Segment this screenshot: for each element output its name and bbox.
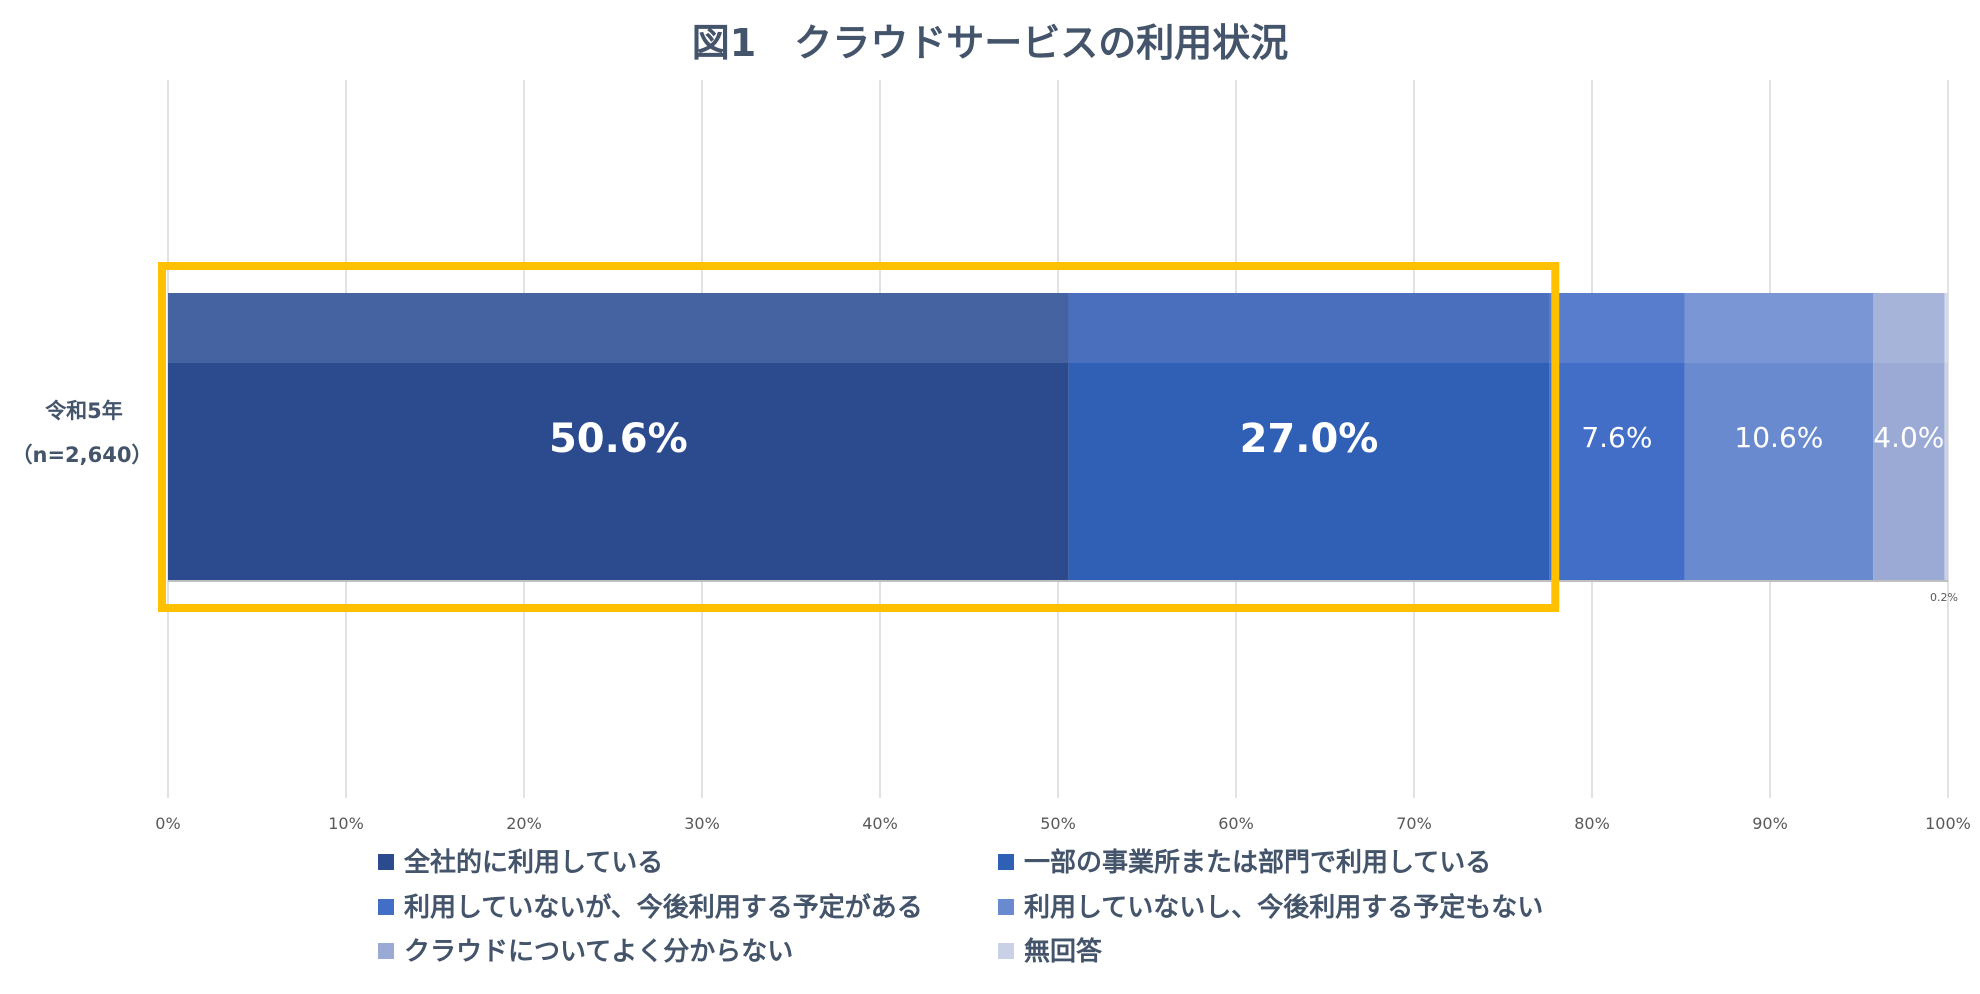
legend-label: 利用していないが、今後利用する予定がある xyxy=(404,892,923,923)
legend-swatch xyxy=(998,899,1014,915)
data-label: 10.6% xyxy=(1734,421,1823,454)
bar-segment-highlight xyxy=(1873,293,1945,363)
legend-swatch xyxy=(378,943,394,959)
data-label: 0.2% xyxy=(1930,591,1958,604)
x-tick-label: 30% xyxy=(684,814,720,833)
highlight-box xyxy=(158,262,1560,612)
data-label: 27.0% xyxy=(1240,416,1379,462)
bar-segment-highlight xyxy=(1684,293,1874,363)
legend-label: 無回答 xyxy=(1024,936,1103,967)
x-tick-label: 60% xyxy=(1218,814,1254,833)
bar-segment xyxy=(1944,293,1948,581)
category-label-line1: 令和5年 xyxy=(45,399,123,423)
x-tick-label: 90% xyxy=(1752,814,1788,833)
legend-label: クラウドについてよく分からない xyxy=(404,937,793,967)
x-tick-label: 0% xyxy=(155,814,180,833)
highlight-frame xyxy=(158,262,1560,612)
data-label: 4.0% xyxy=(1873,421,1944,454)
x-axis-ticks: 0% 10% 20% 30% 40% 50% 60% 70% 80% 90% 100% xyxy=(155,814,1971,833)
x-tick-label: 70% xyxy=(1396,814,1432,833)
x-tick-label: 40% xyxy=(862,814,898,833)
legend-label: 利用していないし、今後利用する予定もない xyxy=(1024,892,1543,923)
legend-swatch xyxy=(998,854,1014,870)
legend-swatch xyxy=(998,943,1014,959)
x-tick-label: 20% xyxy=(506,814,542,833)
bar-segment-highlight xyxy=(1944,293,1948,363)
x-tick-label: 10% xyxy=(328,814,364,833)
legend: 全社的に利用している 一部の事業所または部門で利用している利用していないが、今後利… xyxy=(378,847,1543,967)
y-axis-category: 令和5年 （n=2,640） xyxy=(12,399,153,467)
data-label: 7.6% xyxy=(1581,421,1652,454)
category-label-line2: （n=2,640） xyxy=(12,443,153,467)
chart-title: 図1 クラウドサービスの利用状況 xyxy=(692,21,1288,65)
bar-group xyxy=(168,293,1948,582)
bar-segment-highlight xyxy=(168,293,1069,363)
legend-swatch xyxy=(378,899,394,915)
x-tick-label: 80% xyxy=(1574,814,1610,833)
x-tick-label: 100% xyxy=(1925,814,1971,833)
data-label: 50.6% xyxy=(549,416,688,462)
bar-segment-highlight xyxy=(1549,293,1685,363)
x-tick-label: 50% xyxy=(1040,814,1076,833)
legend-swatch xyxy=(378,854,394,870)
legend-label: 一部の事業所または部門で利用している xyxy=(1024,848,1491,878)
bar-segment-highlight xyxy=(1068,293,1550,363)
legend-label: 全社的に利用している xyxy=(403,847,663,878)
data-labels: 50.6% 27.0% 7.6% 10.6% 4.0% 0.2% xyxy=(549,416,1958,604)
